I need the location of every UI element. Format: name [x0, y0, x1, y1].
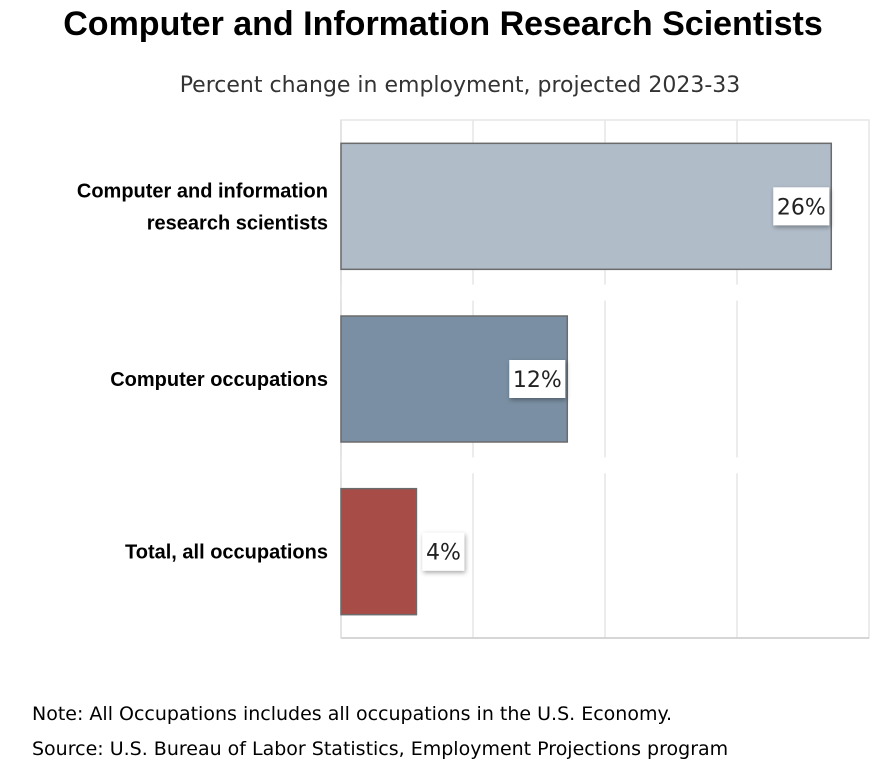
bar-chart: 26% 12% 4% Computer and information researc… — [77, 119, 870, 639]
chart-note: Note: All Occupations includes all occup… — [32, 703, 673, 725]
category-label-line: research scientists — [147, 212, 328, 234]
category-label: Computer occupations — [110, 369, 328, 391]
chart-title: Computer and Information Research Scient… — [63, 5, 823, 43]
category-labels: Computer and information research scienti… — [77, 180, 328, 563]
value-label: 4% — [422, 532, 465, 571]
value-label: 26% — [773, 187, 830, 226]
bar — [340, 142, 833, 271]
category-label: Computer and information research scienti… — [77, 180, 328, 234]
value-label-box — [422, 532, 465, 571]
bars — [340, 142, 833, 616]
category-label-line: Total, all occupations — [125, 542, 328, 564]
value-label-box — [509, 360, 566, 398]
value-label-text: 4% — [426, 541, 461, 566]
category-label: Total, all occupations — [125, 542, 328, 564]
chart-source: Source: U.S. Bureau of Labor Statistics,… — [32, 738, 729, 760]
category-label-line: Computer occupations — [110, 369, 328, 391]
value-label: 12% — [509, 360, 566, 398]
band-separator — [341, 284, 868, 301]
value-label-text: 12% — [513, 368, 562, 393]
category-label-line: Computer and information — [77, 180, 328, 202]
value-label-box — [773, 187, 830, 226]
chart-subtitle: Percent change in employment, projected … — [179, 73, 741, 98]
value-label-text: 26% — [777, 195, 826, 220]
band-separator — [341, 457, 868, 474]
bar — [340, 487, 418, 616]
value-labels: 26% 12% 4% — [422, 187, 830, 571]
